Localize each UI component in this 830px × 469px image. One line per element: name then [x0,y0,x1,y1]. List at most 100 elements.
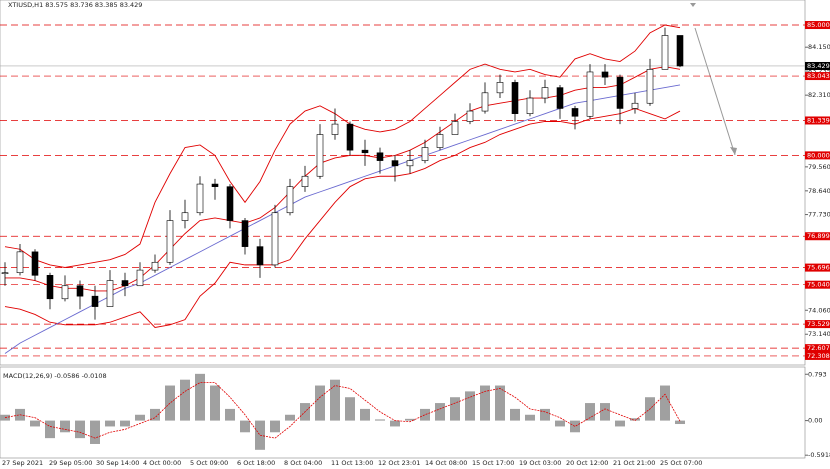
candle-body [676,35,684,67]
macd-bar [165,385,175,421]
macd-bar [180,379,190,421]
x-tick-label: 4 Oct 00:00 [143,459,181,467]
macd-bar [75,420,85,439]
chart-title: XTIUSD,H1 83.575 83.736 83.385 83.429 [8,1,142,9]
level-box [805,280,830,289]
macd-bar [135,414,145,421]
level-box [805,232,830,241]
level-label: 73.529 [807,320,830,328]
price-box [805,61,830,70]
macd-bar [105,420,115,427]
candle-body [661,35,669,70]
candle-body [91,295,99,307]
macd-bar [210,385,220,421]
x-tick-label: 20 Oct 12:00 [566,459,608,467]
macd-bar [150,408,160,421]
candle-body [511,82,519,114]
price-label: 83.429 [807,62,830,70]
candle-body [16,251,24,274]
macd-tick-label: 0.00 [808,417,822,425]
projection-arrow [694,27,736,156]
candle-body [556,87,564,109]
candle-body [211,183,219,187]
candle-body [256,246,264,266]
macd-bar [510,408,520,421]
level-box [805,116,830,125]
y-tick-label: 74.060 [808,306,830,314]
indicator-line [5,66,681,292]
indicator-line [4,107,681,328]
x-tick-label: 5 Oct 09:00 [190,459,228,467]
level-label: 72.308 [807,352,830,360]
macd-bar [225,408,235,421]
x-tick-label: 6 Oct 18:00 [237,459,275,467]
candle-body [151,261,159,271]
macd-signal [4,382,681,439]
candle-body [646,69,654,104]
level-label: 85.000 [807,21,830,29]
level-box [805,21,830,30]
macd-bar [285,414,295,421]
candle-body [451,121,459,135]
macd-bar [570,420,580,433]
candle-body [271,212,279,266]
macd-bar [240,420,250,433]
level-box [805,72,830,81]
candle-body [331,123,339,135]
candle-body [61,285,69,300]
candle-body [196,183,204,214]
candle-body [181,212,189,221]
candle-body [406,160,414,167]
candle-body [361,149,369,154]
candle-body [376,152,384,161]
candle-body [346,123,354,151]
level-label: 81.339 [807,116,830,124]
candle-body [526,97,534,114]
candle-body [586,71,594,117]
candle-body [391,160,399,167]
macd-tick-label: -0.5918 [808,451,830,459]
y-tick-label: 79.560 [808,163,830,171]
y-tick-label: 78.640 [808,187,830,195]
level-box [805,344,830,353]
macd-bar [630,418,640,421]
level-box [805,320,830,329]
candle-body [481,92,489,112]
candle-body [136,269,144,287]
x-tick-label: 19 Oct 03:00 [519,459,561,467]
level-label: 76.899 [807,232,830,240]
macd-bar [465,391,475,421]
x-tick-label: 11 Oct 13:00 [331,459,373,467]
macd-bar [675,420,685,425]
x-tick-label: 15 Oct 17:00 [472,459,514,467]
x-tick-label: 25 Oct 07:00 [660,459,702,467]
macd-bar [390,420,400,427]
candle-body [226,186,234,221]
x-tick-label: 12 Oct 23:01 [378,459,420,467]
macd-bar [450,397,460,421]
x-tick-label: 14 Oct 08:00 [425,459,467,467]
macd-bar [90,420,100,444]
candle-body [571,108,579,117]
arrow-head [730,147,737,155]
candle-body [31,251,39,276]
candle-body [616,76,624,109]
shift-marker [690,3,696,7]
macd-bar [555,420,565,427]
macd-bar [60,420,70,433]
x-tick-label: 27 Sep 2021 [2,459,43,467]
level-box [805,151,830,160]
level-box [805,351,830,360]
macd-bar [345,397,355,421]
candle-body [241,220,249,247]
macd-bar [255,420,265,450]
price-pane [0,0,806,366]
level-label: 83.043 [807,72,830,80]
y-tick-label: 84.150 [808,43,830,51]
y-tick-label: 77.730 [808,211,830,219]
indicator-line [4,84,681,354]
x-tick-label: 29 Sep 05:00 [49,459,92,467]
macd-bar [480,385,490,421]
indicator-line [4,24,681,268]
candle-body [46,275,54,300]
